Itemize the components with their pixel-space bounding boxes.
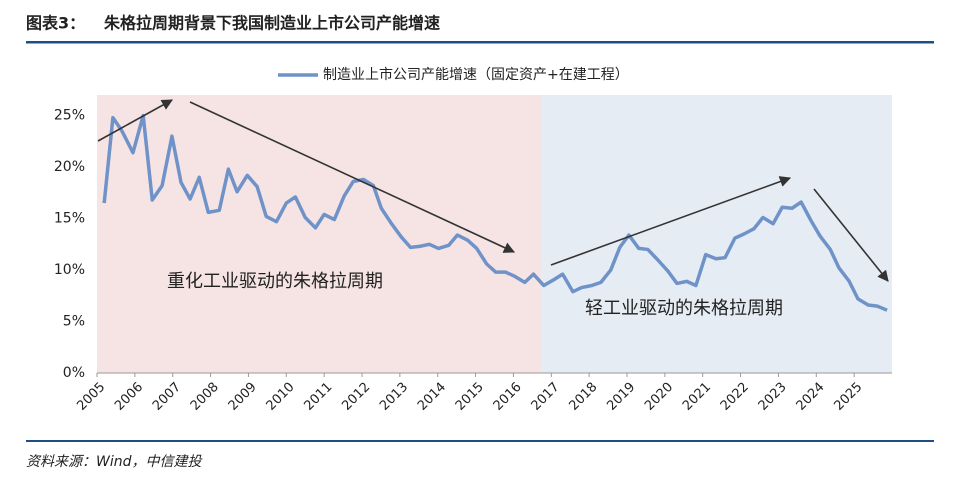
chart-title: 朱格拉周期背景下我国制造业上市公司产能增速 xyxy=(104,14,440,33)
arrow xyxy=(97,99,173,142)
arrow xyxy=(813,188,889,282)
x-tick-label: 2006 xyxy=(112,380,146,414)
x-tick-label: 2008 xyxy=(188,380,222,414)
source: 资料来源：Wind，中信建投 xyxy=(26,454,203,470)
x-tick-label: 2007 xyxy=(150,380,184,414)
x-tick-label: 2024 xyxy=(794,380,828,414)
shaded-region xyxy=(541,95,892,373)
y-tick-label: 10% xyxy=(54,262,85,278)
y-tick-label: 20% xyxy=(54,159,85,175)
x-tick-label: 2014 xyxy=(415,380,449,414)
x-tick-label: 2015 xyxy=(453,380,487,414)
x-tick-label: 2025 xyxy=(831,380,865,414)
x-tick-label: 2023 xyxy=(756,380,790,414)
x-tick-label: 2012 xyxy=(339,380,373,414)
x-tick-label: 2005 xyxy=(74,380,108,414)
annotation: 重化工业驱动的朱格拉周期 xyxy=(167,271,383,292)
x-tick-label: 2020 xyxy=(642,380,676,414)
x-tick-label: 2016 xyxy=(491,380,525,414)
legend-label: 制造业上市公司产能增速（固定资产+在建工程） xyxy=(323,66,629,83)
x-tick-label: 2018 xyxy=(566,380,600,414)
header-label: 图表3： xyxy=(26,14,85,33)
y-tick-label: 0% xyxy=(63,365,85,381)
arrows xyxy=(97,99,889,282)
x-tick-label: 2021 xyxy=(680,380,714,414)
y-tick-label: 15% xyxy=(54,211,85,227)
y-tick-label: 5% xyxy=(63,314,85,330)
x-tick-label: 2013 xyxy=(377,380,411,414)
x-tick-label: 2017 xyxy=(529,380,563,414)
header-rule xyxy=(26,41,934,44)
y-tick-label: 25% xyxy=(54,108,85,124)
x-tick-label: 2019 xyxy=(604,380,638,414)
footer-rule xyxy=(26,440,934,442)
series-line xyxy=(102,113,888,312)
x-tick-label: 2010 xyxy=(264,380,298,414)
x-tick-label: 2011 xyxy=(301,380,335,414)
plot-area: 0% 5% 10% 15% 20% 25% 2005 2006 2007 2008 2009 2010… xyxy=(54,95,892,414)
arrow xyxy=(189,101,516,253)
x-tick-label: 2009 xyxy=(226,380,260,414)
annotation: 轻工业驱动的朱格拉周期 xyxy=(585,298,783,319)
arrow xyxy=(550,176,792,266)
x-tick-label: 2022 xyxy=(718,380,752,414)
